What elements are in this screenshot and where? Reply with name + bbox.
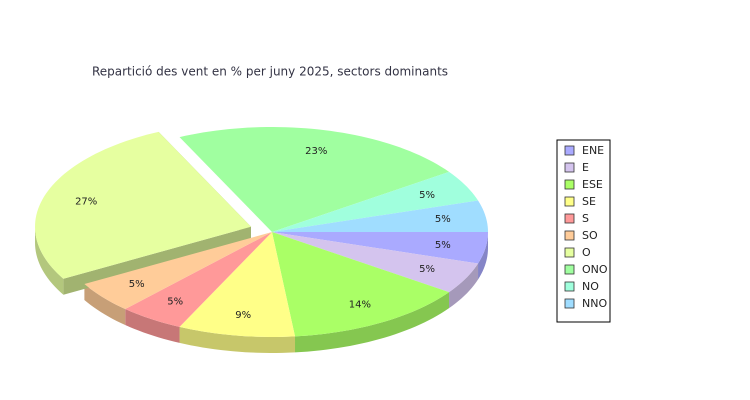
legend-swatch	[564, 213, 575, 224]
slice	[272, 232, 479, 293]
slice-side	[125, 309, 180, 343]
slice-side	[295, 292, 450, 353]
slice-side	[35, 226, 64, 295]
slice	[272, 232, 450, 337]
value-label: 27%	[75, 196, 97, 207]
value-label: 14%	[349, 299, 371, 310]
legend-swatch	[564, 298, 575, 309]
legend: ENE E ESE SE S SO O ONO NO NNO	[556, 139, 611, 323]
legend-label: SO	[582, 229, 598, 242]
slice-side	[478, 232, 488, 280]
legend-label: ONO	[582, 263, 608, 276]
slice-side	[84, 284, 126, 326]
legend-label: SE	[582, 195, 596, 208]
legend-swatch	[564, 247, 575, 258]
legend-label: ESE	[582, 178, 603, 191]
legend-label: S	[582, 212, 589, 225]
value-label: 23%	[305, 146, 327, 157]
chart-title: Repartició des vent en % per juny 2025, …	[92, 65, 448, 79]
value-label: 5%	[167, 297, 183, 308]
legend-swatch	[564, 281, 575, 292]
slice	[84, 232, 273, 310]
slice	[272, 200, 488, 232]
legend-label: NO	[582, 280, 599, 293]
legend-label: ENE	[582, 144, 604, 157]
slice	[35, 131, 252, 279]
slice	[272, 232, 488, 264]
slice	[125, 232, 272, 327]
slice-side	[449, 263, 479, 309]
slice-side	[179, 326, 296, 353]
legend-swatch	[564, 230, 575, 241]
value-label: 5%	[419, 190, 435, 201]
slice	[179, 127, 450, 232]
legend-swatch	[564, 196, 575, 207]
value-label: 9%	[235, 310, 251, 321]
legend-label: O	[582, 246, 591, 259]
legend-swatch	[564, 179, 575, 190]
value-label: 5%	[435, 240, 451, 251]
value-label: 5%	[129, 279, 145, 290]
value-label: 5%	[419, 264, 435, 275]
value-label: 5%	[435, 214, 451, 225]
legend-swatch	[564, 145, 575, 156]
slice	[272, 171, 479, 232]
legend-swatch	[564, 162, 575, 173]
legend-swatch	[564, 264, 575, 275]
legend-label: E	[582, 161, 589, 174]
slice	[179, 232, 296, 337]
legend-label: NNO	[582, 297, 607, 310]
